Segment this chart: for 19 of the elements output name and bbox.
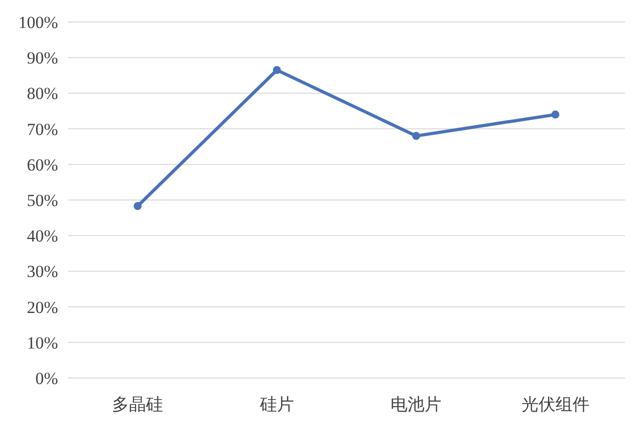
y-tick-label: 40%: [26, 226, 58, 246]
x-tick-label: 硅片: [258, 395, 294, 414]
y-tick-label: 20%: [26, 298, 58, 317]
point: [272, 66, 281, 74]
y-tick-label: 0%: [35, 369, 58, 388]
y-tick-label: 50%: [26, 191, 58, 210]
point: [134, 202, 142, 210]
y-tick-label: 100%: [18, 13, 58, 32]
x-tick-label: 光伏组件: [521, 395, 590, 414]
y-tick-label: 60%: [26, 155, 58, 174]
point: [551, 110, 560, 119]
point: [412, 132, 420, 140]
y-tick-label: 70%: [26, 120, 58, 139]
y-tick-label: 90%: [26, 48, 58, 68]
y-tick-label: 80%: [26, 84, 58, 104]
y-tick-label: 30%: [26, 262, 58, 282]
x-tick-label: 多晶硅: [112, 395, 164, 414]
x-tick-label: 电池片: [390, 395, 442, 414]
y-tick-label: 10%: [26, 333, 58, 352]
